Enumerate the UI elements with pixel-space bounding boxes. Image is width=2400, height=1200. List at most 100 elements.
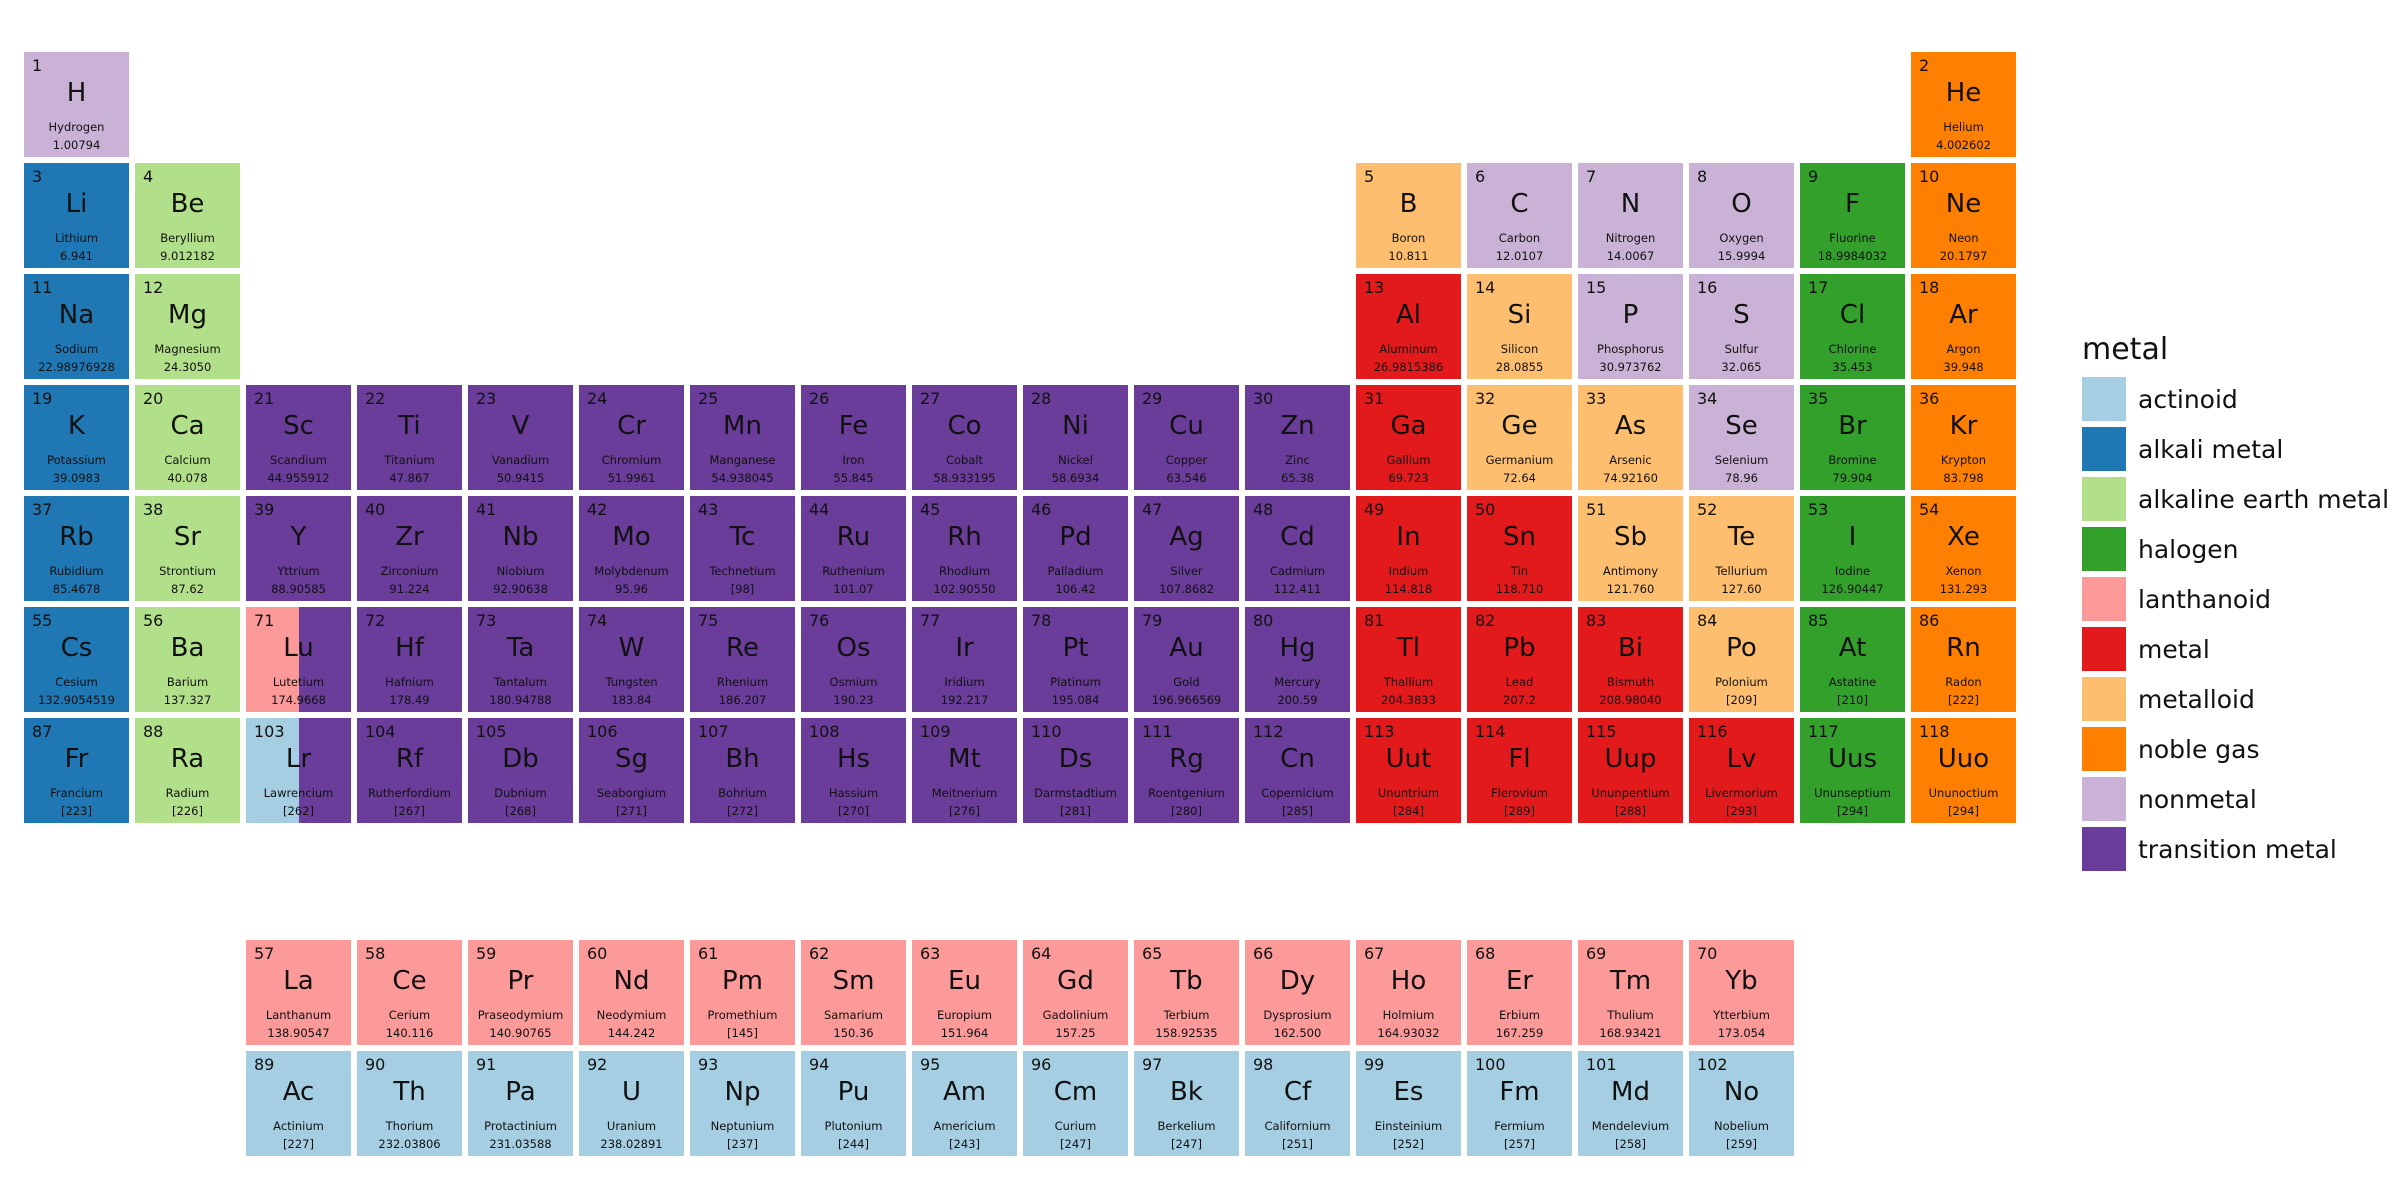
atomic-number: 30 (1253, 389, 1274, 408)
legend-swatch (2082, 577, 2126, 621)
element-symbol: Rf (395, 744, 424, 774)
element-name: Cerium (388, 1008, 431, 1022)
element-cell: 17 Cl Chlorine 35.453 (1800, 274, 1905, 379)
element-cell: 10 Ne Neon 20.1797 (1911, 163, 2016, 268)
atomic-number: 45 (920, 500, 941, 519)
atomic-number: 90 (365, 1055, 386, 1074)
element-cell: 112 Cn Copernicium [285] (1245, 718, 1350, 823)
element-symbol: Ba (170, 633, 205, 663)
atomic-number: 34 (1697, 389, 1718, 408)
element-name: Fermium (1494, 1119, 1545, 1133)
element-cell: 36 Kr Krypton 83.798 (1911, 385, 2016, 490)
element-symbol: U (621, 1077, 642, 1107)
element-symbol: He (1945, 78, 1982, 108)
atomic-number: 92 (587, 1055, 608, 1074)
element-name: Iodine (1834, 564, 1871, 578)
atomic-mass: 174.9668 (271, 693, 326, 707)
element-name: Boron (1391, 231, 1426, 245)
element-cell: 16 S Sulfur 32.065 (1689, 274, 1794, 379)
element-symbol: Cu (1169, 411, 1204, 441)
element-cell: 64 Gd Gadolinium 157.25 (1023, 940, 1128, 1045)
atomic-mass: 204.3833 (1381, 693, 1436, 707)
element-symbol: Cn (1280, 744, 1315, 774)
element-name: Lithium (54, 231, 99, 245)
atomic-mass: 54.938045 (711, 471, 774, 485)
atomic-number: 19 (32, 389, 53, 408)
atomic-mass: 126.90447 (1821, 582, 1884, 596)
atomic-number: 94 (809, 1055, 830, 1074)
atomic-mass: 107.8682 (1159, 582, 1214, 596)
element-name: Calcium (164, 453, 211, 467)
element-symbol: Lv (1726, 744, 1757, 774)
element-name: Actinium (273, 1119, 324, 1133)
atomic-number: 104 (365, 722, 396, 741)
element-cell: 110 Ds Darmstadtium [281] (1023, 718, 1128, 823)
atomic-mass: 50.9415 (496, 471, 545, 485)
element-cell: 81 Tl Thallium 204.3833 (1356, 607, 1461, 712)
element-cell: 89 Ac Actinium [227] (246, 1051, 351, 1156)
atomic-mass: 91.224 (389, 582, 430, 596)
element-name: Antimony (1602, 564, 1659, 578)
element-name: Chromium (601, 453, 662, 467)
element-symbol: In (1396, 522, 1421, 552)
element-symbol: Ne (1945, 189, 1982, 219)
element-cell: 6 C Carbon 12.0107 (1467, 163, 1572, 268)
element-symbol: Bk (1170, 1077, 1203, 1107)
element-name: Silicon (1500, 342, 1539, 356)
element-cell: 54 Xe Xenon 131.293 (1911, 496, 2016, 601)
element-name: Phosphorus (1597, 342, 1664, 356)
atomic-number: 20 (143, 389, 164, 408)
element-name: Selenium (1714, 453, 1769, 467)
element-name: Neodymium (596, 1008, 667, 1022)
element-cell: 107 Bh Bohrium [272] (690, 718, 795, 823)
element-symbol: Lr (285, 744, 312, 774)
element-cell: 71 Lu Lutetium 174.9668 (246, 607, 351, 712)
element-cell: 70 Yb Ytterbium 173.054 (1689, 940, 1794, 1045)
atomic-mass: 208.98040 (1599, 693, 1662, 707)
atomic-number: 107 (698, 722, 729, 741)
atomic-number: 14 (1475, 278, 1496, 297)
atomic-number: 69 (1586, 944, 1607, 963)
element-cell: 57 La Lanthanum 138.90547 (246, 940, 351, 1045)
legend-label: lanthanoid (2138, 584, 2272, 614)
element-cell: 100 Fm Fermium [257] (1467, 1051, 1572, 1156)
element-cell: 74 W Tungsten 183.84 (579, 607, 684, 712)
element-cell: 69 Tm Thulium 168.93421 (1578, 940, 1683, 1045)
element-cell: 3 Li Lithium 6.941 (24, 163, 129, 268)
element-cell: 2 He Helium 4.002602 (1911, 52, 2016, 157)
atomic-number: 116 (1697, 722, 1728, 741)
atomic-number: 6 (1475, 167, 1486, 186)
element-name: Bromine (1828, 453, 1877, 467)
element-name: Carbon (1498, 231, 1541, 245)
atomic-mass: 15.9994 (1717, 249, 1766, 263)
atomic-number: 86 (1919, 611, 1940, 630)
element-symbol: Os (836, 633, 871, 663)
atomic-number: 35 (1808, 389, 1829, 408)
atomic-mass: [294] (1948, 804, 1979, 818)
element-cell: 33 As Arsenic 74.92160 (1578, 385, 1683, 490)
element-cell: 66 Dy Dysprosium 162.500 (1245, 940, 1350, 1045)
atomic-mass: 127.60 (1721, 582, 1762, 596)
element-symbol: Md (1611, 1077, 1650, 1107)
legend-label: metalloid (2138, 684, 2255, 714)
atomic-mass: 39.948 (1943, 360, 1984, 374)
element-name: Samarium (823, 1008, 883, 1022)
element-name: Copernicium (1261, 786, 1334, 800)
element-symbol: Sg (614, 744, 648, 774)
element-cell: 32 Ge Germanium 72.64 (1467, 385, 1572, 490)
atomic-mass: [252] (1393, 1137, 1424, 1151)
element-cell: 88 Ra Radium [226] (135, 718, 240, 823)
atomic-mass: [284] (1393, 804, 1424, 818)
element-name: Magnesium (154, 342, 221, 356)
element-symbol: Ce (392, 966, 427, 996)
element-name: Hassium (828, 786, 879, 800)
element-symbol: Ar (1949, 300, 1978, 330)
element-symbol: Fl (1508, 744, 1531, 774)
atomic-mass: 58.933195 (933, 471, 996, 485)
atomic-number: 101 (1586, 1055, 1617, 1074)
element-symbol: Ag (1169, 522, 1204, 552)
atomic-number: 108 (809, 722, 840, 741)
element-symbol: Mo (612, 522, 651, 552)
atomic-mass: 85.4678 (52, 582, 101, 596)
element-name: Mercury (1274, 675, 1321, 689)
